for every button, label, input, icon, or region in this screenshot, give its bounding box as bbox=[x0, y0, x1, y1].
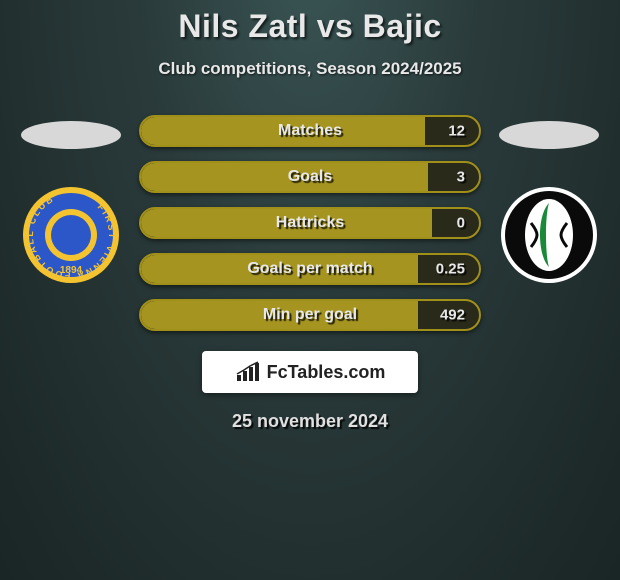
page-title: Nils Zatl vs Bajic bbox=[0, 8, 620, 45]
stat-value: 0 bbox=[457, 215, 465, 232]
stat-row-goals-per-match: Goals per match 0.25 bbox=[139, 253, 481, 285]
footer-date: 25 november 2024 bbox=[0, 411, 620, 432]
club-badge-right bbox=[499, 185, 599, 285]
stat-row-hattricks: Hattricks 0 bbox=[139, 207, 481, 239]
stat-label: Goals per match bbox=[247, 260, 372, 278]
ried-badge-icon bbox=[499, 185, 599, 285]
vienna-badge-icon: FIRST VIENNA FOOTBALL CLUB 1894 bbox=[21, 185, 121, 285]
stat-label: Hattricks bbox=[276, 214, 344, 232]
club-badge-left: FIRST VIENNA FOOTBALL CLUB 1894 bbox=[21, 185, 121, 285]
stat-value: 3 bbox=[457, 169, 465, 186]
stats-column: Matches 12 Goals 3 Hattricks 0 Goals per… bbox=[139, 107, 481, 331]
stat-row-matches: Matches 12 bbox=[139, 115, 481, 147]
stat-value: 0.25 bbox=[436, 261, 465, 278]
player-photo-placeholder-right bbox=[499, 121, 599, 149]
right-column bbox=[499, 107, 599, 285]
main-row: FIRST VIENNA FOOTBALL CLUB 1894 Matches … bbox=[0, 107, 620, 331]
stat-fill bbox=[141, 163, 428, 191]
brand-box[interactable]: FcTables.com bbox=[202, 351, 418, 393]
badge-year: 1894 bbox=[60, 265, 83, 276]
stat-value: 12 bbox=[448, 123, 465, 140]
stat-row-min-per-goal: Min per goal 492 bbox=[139, 299, 481, 331]
left-column: FIRST VIENNA FOOTBALL CLUB 1894 bbox=[21, 107, 121, 285]
brand-label: FcTables.com bbox=[267, 362, 386, 383]
bars-icon bbox=[235, 361, 261, 383]
stat-label: Min per goal bbox=[263, 306, 357, 324]
stat-label: Matches bbox=[278, 122, 342, 140]
page-subtitle: Club competitions, Season 2024/2025 bbox=[0, 59, 620, 79]
stat-row-goals: Goals 3 bbox=[139, 161, 481, 193]
stat-label: Goals bbox=[288, 168, 332, 186]
player-photo-placeholder-left bbox=[21, 121, 121, 149]
stat-value: 492 bbox=[440, 307, 465, 324]
